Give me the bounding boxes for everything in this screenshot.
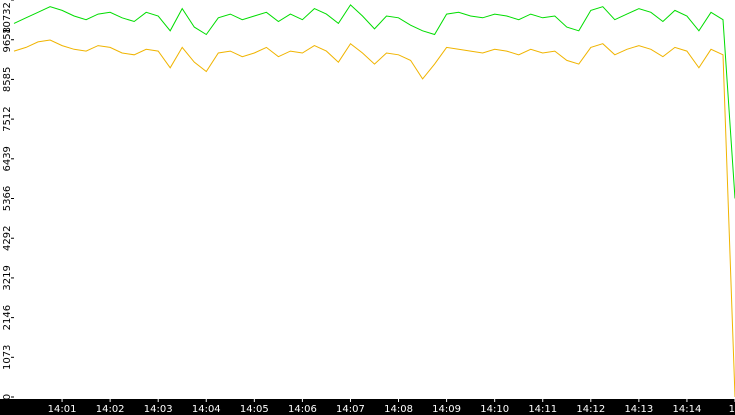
x-tick-label: 14:06: [288, 404, 317, 415]
y-tick-label: 8585: [2, 67, 13, 92]
x-tick-label: 14:10: [480, 404, 509, 415]
line-series: [13, 39, 735, 398]
y-tick-label: 0: [2, 394, 13, 400]
x-tick-label: 14:02: [96, 404, 125, 415]
x-tick-label: 14:01: [48, 404, 77, 415]
y-tick-label: 9658: [2, 27, 13, 52]
x-tick-label: 14:12: [576, 404, 605, 415]
x-tick-label: 14:11: [528, 404, 557, 415]
y-tick-label: 3219: [2, 265, 13, 290]
x-tick-label: 14: [729, 404, 735, 415]
x-tick-label: 14:14: [673, 404, 702, 415]
y-tick-label: 4292: [2, 226, 13, 251]
x-tick-label: 14:08: [384, 404, 413, 415]
y-tick-label: 5366: [2, 186, 13, 211]
x-tick-label: 14:04: [192, 404, 221, 415]
y-tick-label: 6439: [2, 146, 13, 171]
x-axis-bar: [0, 399, 735, 415]
y-tick-label: 1073: [2, 345, 13, 370]
x-tick-label: 14:09: [432, 404, 461, 415]
y-tick-label: 10732: [2, 2, 13, 34]
x-tick-label: 14:13: [624, 404, 653, 415]
y-tick-label: 2146: [2, 305, 13, 330]
x-tick-label: 14:03: [144, 404, 173, 415]
x-tick-label: 14:07: [336, 404, 365, 415]
x-tick-label: 14:05: [240, 404, 269, 415]
line-series: [13, 4, 735, 199]
y-tick-label: 7512: [2, 106, 13, 131]
